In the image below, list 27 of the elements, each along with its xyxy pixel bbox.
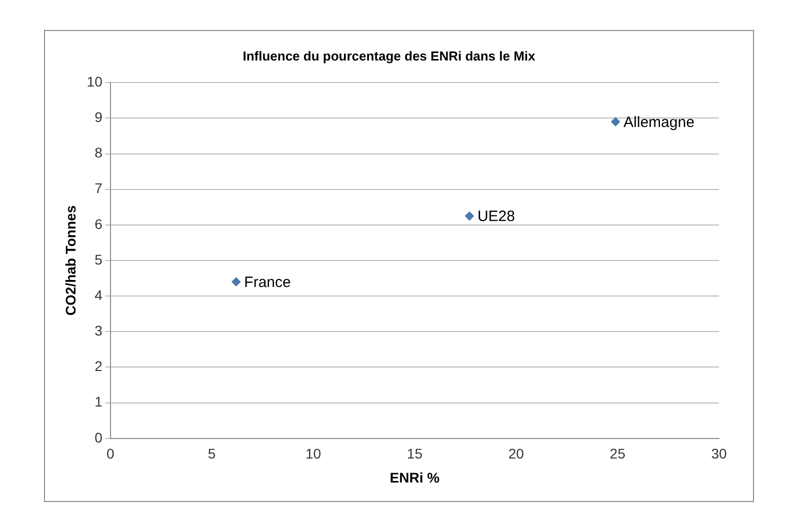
y-tick-label: 5 bbox=[94, 251, 103, 268]
point bbox=[464, 212, 474, 221]
annotation: Allemagne bbox=[624, 114, 694, 131]
y-tick-label: 6 bbox=[94, 216, 103, 232]
annotation: UE28 bbox=[477, 208, 515, 226]
y-tick-label: 8 bbox=[94, 144, 103, 161]
x-tick-label: 0 bbox=[106, 446, 114, 462]
point bbox=[232, 277, 241, 286]
chart-title: Influence du pourcentage des ENRi dans le Mix bbox=[242, 48, 536, 64]
annotation: France bbox=[244, 274, 291, 291]
y-tick-label: 1 bbox=[94, 394, 103, 410]
y-tick-label: 0 bbox=[94, 429, 103, 446]
x-tick-label: 5 bbox=[208, 446, 216, 462]
point bbox=[611, 117, 620, 126]
y-axis-title: CO2/hab Tonnes bbox=[62, 205, 78, 316]
y-tick-label: 3 bbox=[94, 322, 103, 339]
y-tick-label: 2 bbox=[94, 358, 103, 374]
y-tick-label: 4 bbox=[94, 286, 103, 303]
x-tick-label: 15 bbox=[406, 446, 423, 462]
y-tick-label: 7 bbox=[94, 180, 103, 196]
x-axis-title: ENRi % bbox=[390, 469, 440, 486]
x-tick-label: 20 bbox=[508, 446, 524, 462]
x-tick-label: 30 bbox=[711, 446, 727, 462]
y-tick-label: 10 bbox=[86, 73, 103, 90]
x-tick-label: 25 bbox=[610, 446, 626, 462]
y-tick-label: 9 bbox=[94, 109, 103, 126]
x-tick-label: 10 bbox=[305, 446, 322, 462]
